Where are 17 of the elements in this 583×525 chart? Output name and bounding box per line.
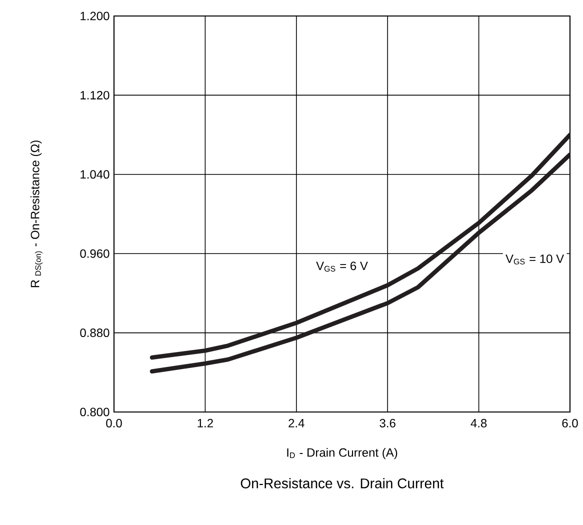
y-tick-label: 1.040 bbox=[80, 170, 110, 179]
y-tick-label: 0.800 bbox=[80, 408, 110, 416]
series-label: V$_{GS}$ = 6 V bbox=[316, 262, 368, 272]
x-tick-label: 1.2 bbox=[198, 418, 213, 428]
x-tick-label: 6.0 bbox=[562, 418, 578, 428]
x-tick-label: 2.4 bbox=[288, 418, 304, 428]
x-tick-label: 0.0 bbox=[106, 418, 122, 428]
text: V$_{GS}$ = 10 V bbox=[506, 254, 564, 264]
y-tick-label: 0.960 bbox=[80, 249, 110, 258]
text: On-Resistance vs. Drain Current bbox=[240, 478, 444, 488]
y-axis-title: R $_{DS(on)}$ - On-Resistance (Ω) bbox=[30, 140, 42, 288]
x-tick-label: 4.8 bbox=[470, 418, 487, 428]
y-tick-label: 1.200 bbox=[80, 12, 110, 20]
y-tick-label: 1.120 bbox=[80, 90, 110, 100]
y-tick-label: 0.880 bbox=[80, 328, 110, 338]
x-axis-title: I$_{D}$ - Drain Current (A) bbox=[287, 448, 398, 460]
x-tick-label: 3.6 bbox=[380, 418, 396, 428]
